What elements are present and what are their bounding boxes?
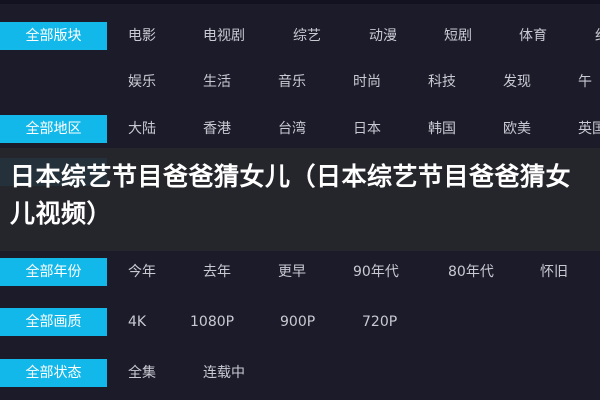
filter-row-region: 全部地区 大陆 香港 台湾 日本 韩国 欧美 英国 <box>0 115 600 143</box>
filter-option[interactable]: 香港 <box>203 121 231 137</box>
filter-option[interactable]: 去年 <box>203 264 231 280</box>
filter-option[interactable]: 大陆 <box>128 121 156 137</box>
filter-option[interactable]: 今年 <box>128 264 156 280</box>
filter-option[interactable]: 纪 <box>595 22 600 50</box>
filter-option[interactable]: 短剧 <box>444 28 472 44</box>
filter-all-quality-button[interactable]: 全部画质 <box>0 308 107 336</box>
filter-option[interactable]: 日本 <box>353 121 381 137</box>
filter-option[interactable]: 欧美 <box>503 121 531 137</box>
filter-option[interactable]: 体育 <box>519 28 547 44</box>
top-border <box>0 0 600 4</box>
filter-row-section-extra: 娱乐 生活 音乐 时尚 科技 发现 午 <box>0 68 600 96</box>
filter-row-section: 全部版块 电影 电视剧 综艺 动漫 短剧 体育 纪 <box>0 22 600 50</box>
filter-option[interactable]: 怀旧 <box>540 264 568 280</box>
filter-option[interactable]: 发现 <box>503 74 531 90</box>
filter-option[interactable]: 午 <box>578 74 592 90</box>
filter-option[interactable]: 900P <box>280 314 316 330</box>
page-title: 日本综艺节目爸爸猜女儿（日本综艺节目爸爸猜女儿视频） <box>10 162 572 228</box>
filter-all-section-button[interactable]: 全部版块 <box>0 22 107 50</box>
filter-option[interactable]: 时尚 <box>353 74 381 90</box>
filter-option[interactable]: 韩国 <box>428 121 456 137</box>
filter-option[interactable]: 台湾 <box>278 121 306 137</box>
filter-option[interactable]: 全集 <box>128 365 156 381</box>
filter-row-year: 全部年份 今年 去年 更早 90年代 80年代 怀旧 <box>0 258 600 286</box>
filter-option[interactable]: 电影 <box>128 28 156 44</box>
filter-option[interactable]: 娱乐 <box>128 74 156 90</box>
filter-option[interactable]: 连载中 <box>203 365 245 381</box>
filter-option[interactable]: 1080P <box>190 314 235 330</box>
filter-option[interactable]: 音乐 <box>278 74 306 90</box>
filter-row-quality: 全部画质 4K 1080P 900P 720P <box>0 308 600 336</box>
filter-option[interactable]: 4K <box>128 314 147 330</box>
filter-row-status: 全部状态 全集 连载中 <box>0 359 600 387</box>
filter-all-year-button[interactable]: 全部年份 <box>0 258 107 286</box>
filter-option[interactable]: 生活 <box>203 74 231 90</box>
title-overlay <box>0 148 600 251</box>
filter-option[interactable]: 科技 <box>428 74 456 90</box>
filter-option[interactable]: 综艺 <box>293 28 321 44</box>
filter-option[interactable]: 电视剧 <box>203 28 245 44</box>
filter-all-region-button[interactable]: 全部地区 <box>0 115 107 143</box>
filter-option[interactable]: 720P <box>362 314 398 330</box>
filter-option[interactable]: 90年代 <box>353 264 399 280</box>
filter-option[interactable]: 英国 <box>578 121 600 137</box>
filter-option[interactable]: 动漫 <box>369 28 397 44</box>
filter-option[interactable]: 80年代 <box>448 264 494 280</box>
filter-option[interactable]: 更早 <box>278 264 306 280</box>
filter-all-status-button[interactable]: 全部状态 <box>0 359 107 387</box>
